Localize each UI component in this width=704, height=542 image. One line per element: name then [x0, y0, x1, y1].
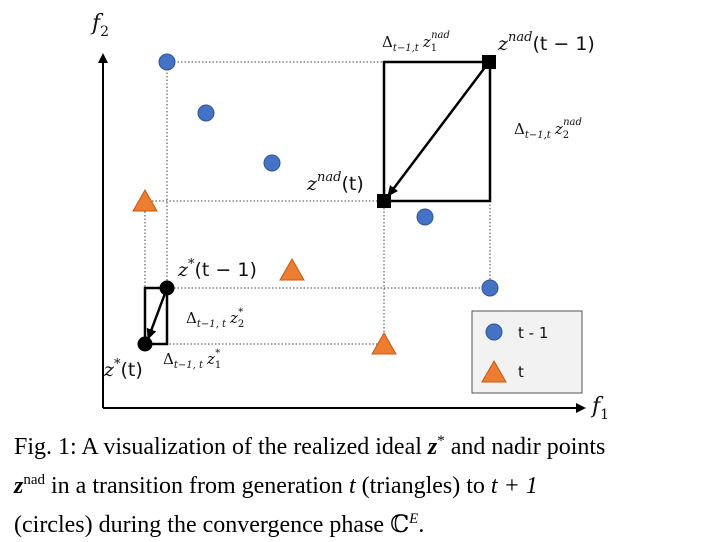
caption-line-2: znad in a transition from generation t (…: [14, 472, 538, 499]
triangle-point: [132, 188, 158, 212]
guide-lines: [144, 61, 491, 345]
triangle-point: [279, 257, 305, 281]
caption-line-3: (circles) during the convergence phase ℂ…: [14, 511, 425, 538]
znad-prev-label: znad(t − 1): [497, 30, 595, 55]
znad-cur-label: znad(t): [306, 170, 364, 195]
caption-line-1: Fig. 1: A visualization of the realized …: [14, 433, 606, 460]
circle-point: [481, 279, 499, 297]
x-axis-label: f1: [590, 394, 609, 420]
delta-nadir-1-label: Δt−1,t z1nad: [382, 30, 450, 54]
circle-point: [416, 208, 434, 226]
circle-point: [197, 104, 215, 122]
legend-circle-label: t - 1: [518, 324, 548, 342]
legend-circle-icon: [485, 323, 503, 341]
diagram: f2 f1 znad(t − 1) znad(t) z*(t − 1) z*(t…: [90, 11, 609, 420]
circle-point: [158, 53, 176, 71]
ideal-arrow: [146, 287, 169, 340]
delta-star-1-label: Δt−1, t z1*: [163, 348, 221, 371]
delta-nadir-2-label: Δt−1,t z2nad: [514, 117, 582, 141]
circle-point: [263, 154, 281, 172]
figure-caption: Fig. 1: A visualization of the realized …: [14, 425, 690, 542]
y-axis-label: f2: [90, 11, 109, 40]
nadir-arrow: [387, 61, 490, 197]
zstar-cur-marker: [137, 336, 153, 352]
zstar-prev-label: z*(t − 1): [177, 257, 257, 281]
triangle-points: [132, 188, 397, 355]
ideal-delta-box: [143, 286, 169, 346]
zstar-cur-label: z*(t): [103, 357, 143, 381]
legend-triangle-label: t: [518, 363, 524, 381]
zstar-prev-marker: [159, 280, 175, 296]
delta-star-2-label: Δt−1, t z2*: [186, 307, 244, 330]
triangle-point: [371, 331, 397, 355]
nadir-delta-box: [382, 60, 492, 203]
znad-prev-marker: [482, 55, 496, 69]
legend: t - 1 t: [471, 310, 583, 394]
legend-triangle-icon: [481, 359, 507, 383]
znad-cur-marker: [377, 194, 391, 208]
circle-points: [158, 53, 499, 297]
